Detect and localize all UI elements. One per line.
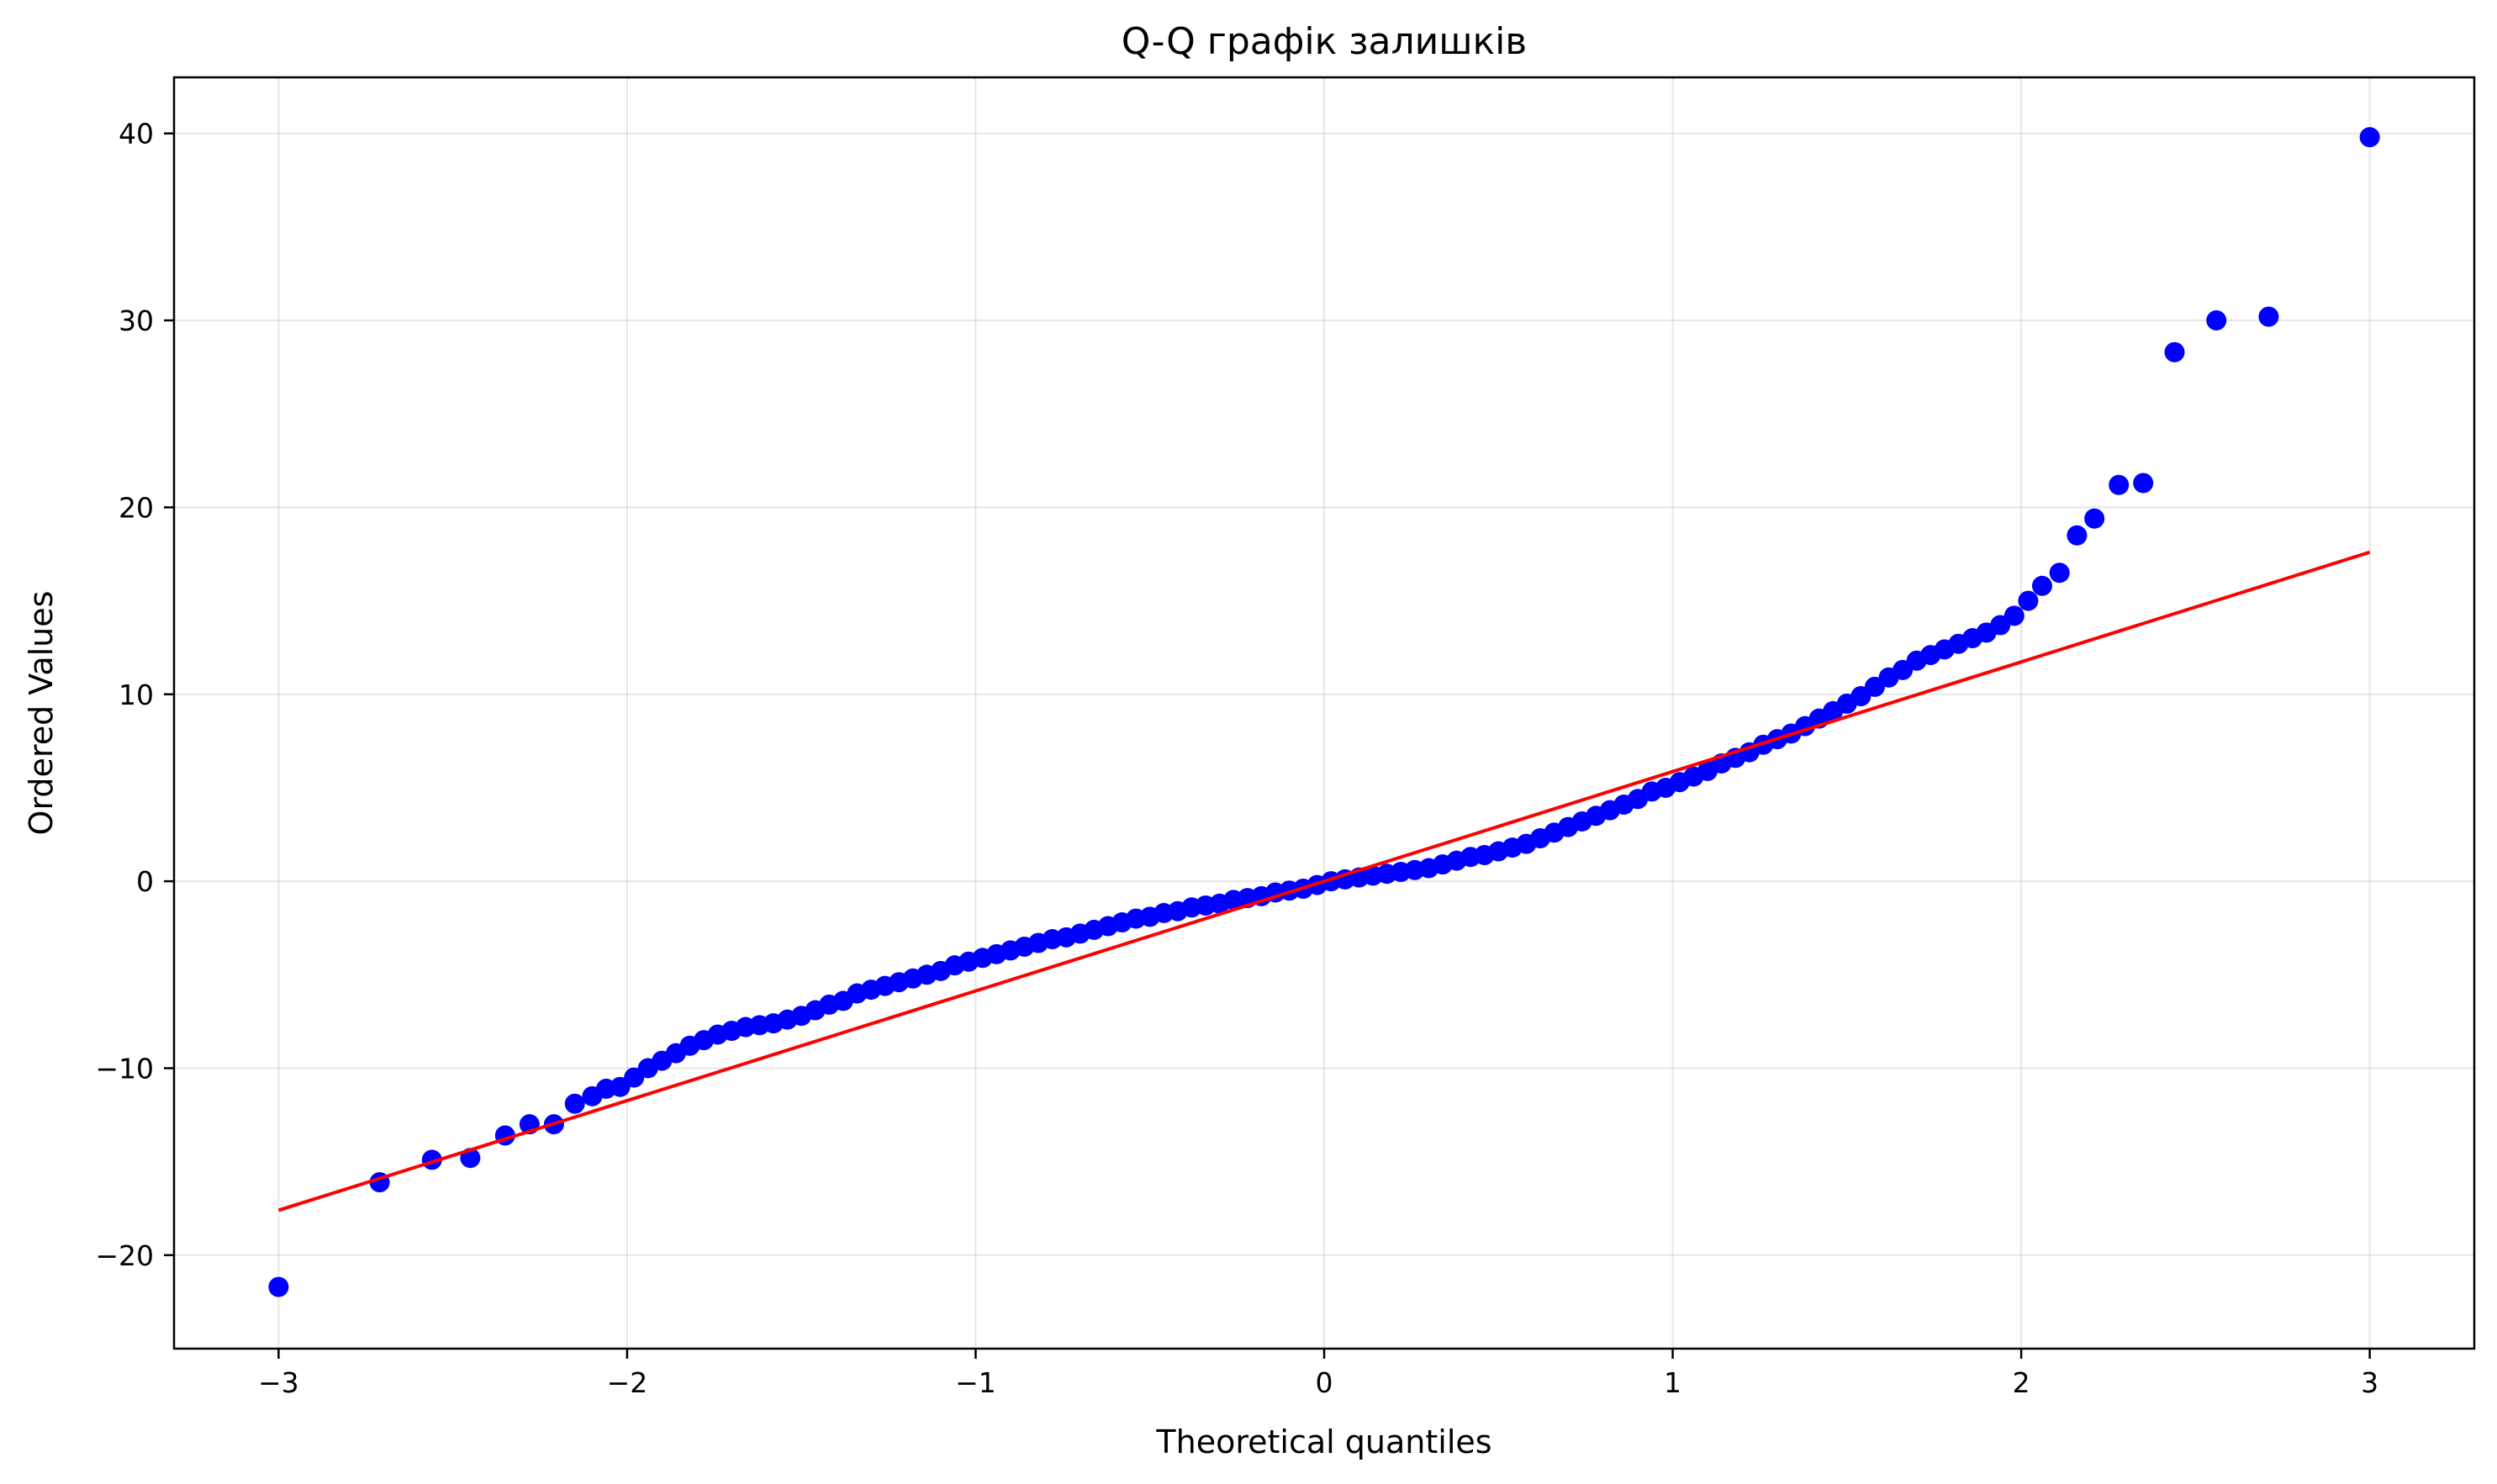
x-tick-label-3: 0 [1316, 1366, 1333, 1399]
y-tick-label-5: 30 [119, 304, 154, 337]
y-axis-label: Ordered Values [23, 591, 60, 836]
x-axis-label: Theoretical quantiles [1155, 1423, 1491, 1460]
x-tick-label-4: 1 [1664, 1366, 1681, 1399]
chart-title: Q-Q графік залишків [1122, 20, 1527, 63]
y-tick-label-4: 20 [119, 491, 154, 524]
data-point-114 [2067, 525, 2088, 546]
y-tick-label-0: −20 [95, 1239, 154, 1272]
fit-line [277, 550, 2371, 1212]
data-point-117 [2133, 473, 2154, 494]
data-point-0 [268, 1276, 289, 1297]
x-tick-label-6: 3 [2361, 1366, 2378, 1399]
data-point-110 [2003, 605, 2025, 626]
data-point-112 [2031, 575, 2052, 596]
data-point-111 [2018, 590, 2039, 611]
y-tick-label-6: 40 [119, 118, 154, 151]
y-tick-label-2: 0 [136, 865, 154, 898]
y-tick-label-1: −10 [95, 1052, 154, 1085]
data-point-119 [2206, 310, 2227, 331]
data-point-116 [2109, 474, 2130, 495]
data-point-113 [2049, 562, 2070, 584]
x-tick-label-2: −1 [955, 1366, 996, 1399]
y-tick-label-3: 10 [119, 679, 154, 711]
x-tick-label-5: 2 [2013, 1366, 2030, 1399]
data-point-121 [2359, 127, 2380, 148]
data-point-118 [2164, 341, 2185, 362]
data-point-115 [2084, 508, 2105, 529]
data-point-7 [564, 1093, 585, 1114]
data-point-120 [2258, 306, 2279, 327]
x-tick-label-1: −2 [607, 1366, 648, 1399]
grid-lines [174, 77, 2474, 1349]
plot-marks [268, 127, 2380, 1297]
x-tick-label-0: −3 [258, 1366, 299, 1399]
